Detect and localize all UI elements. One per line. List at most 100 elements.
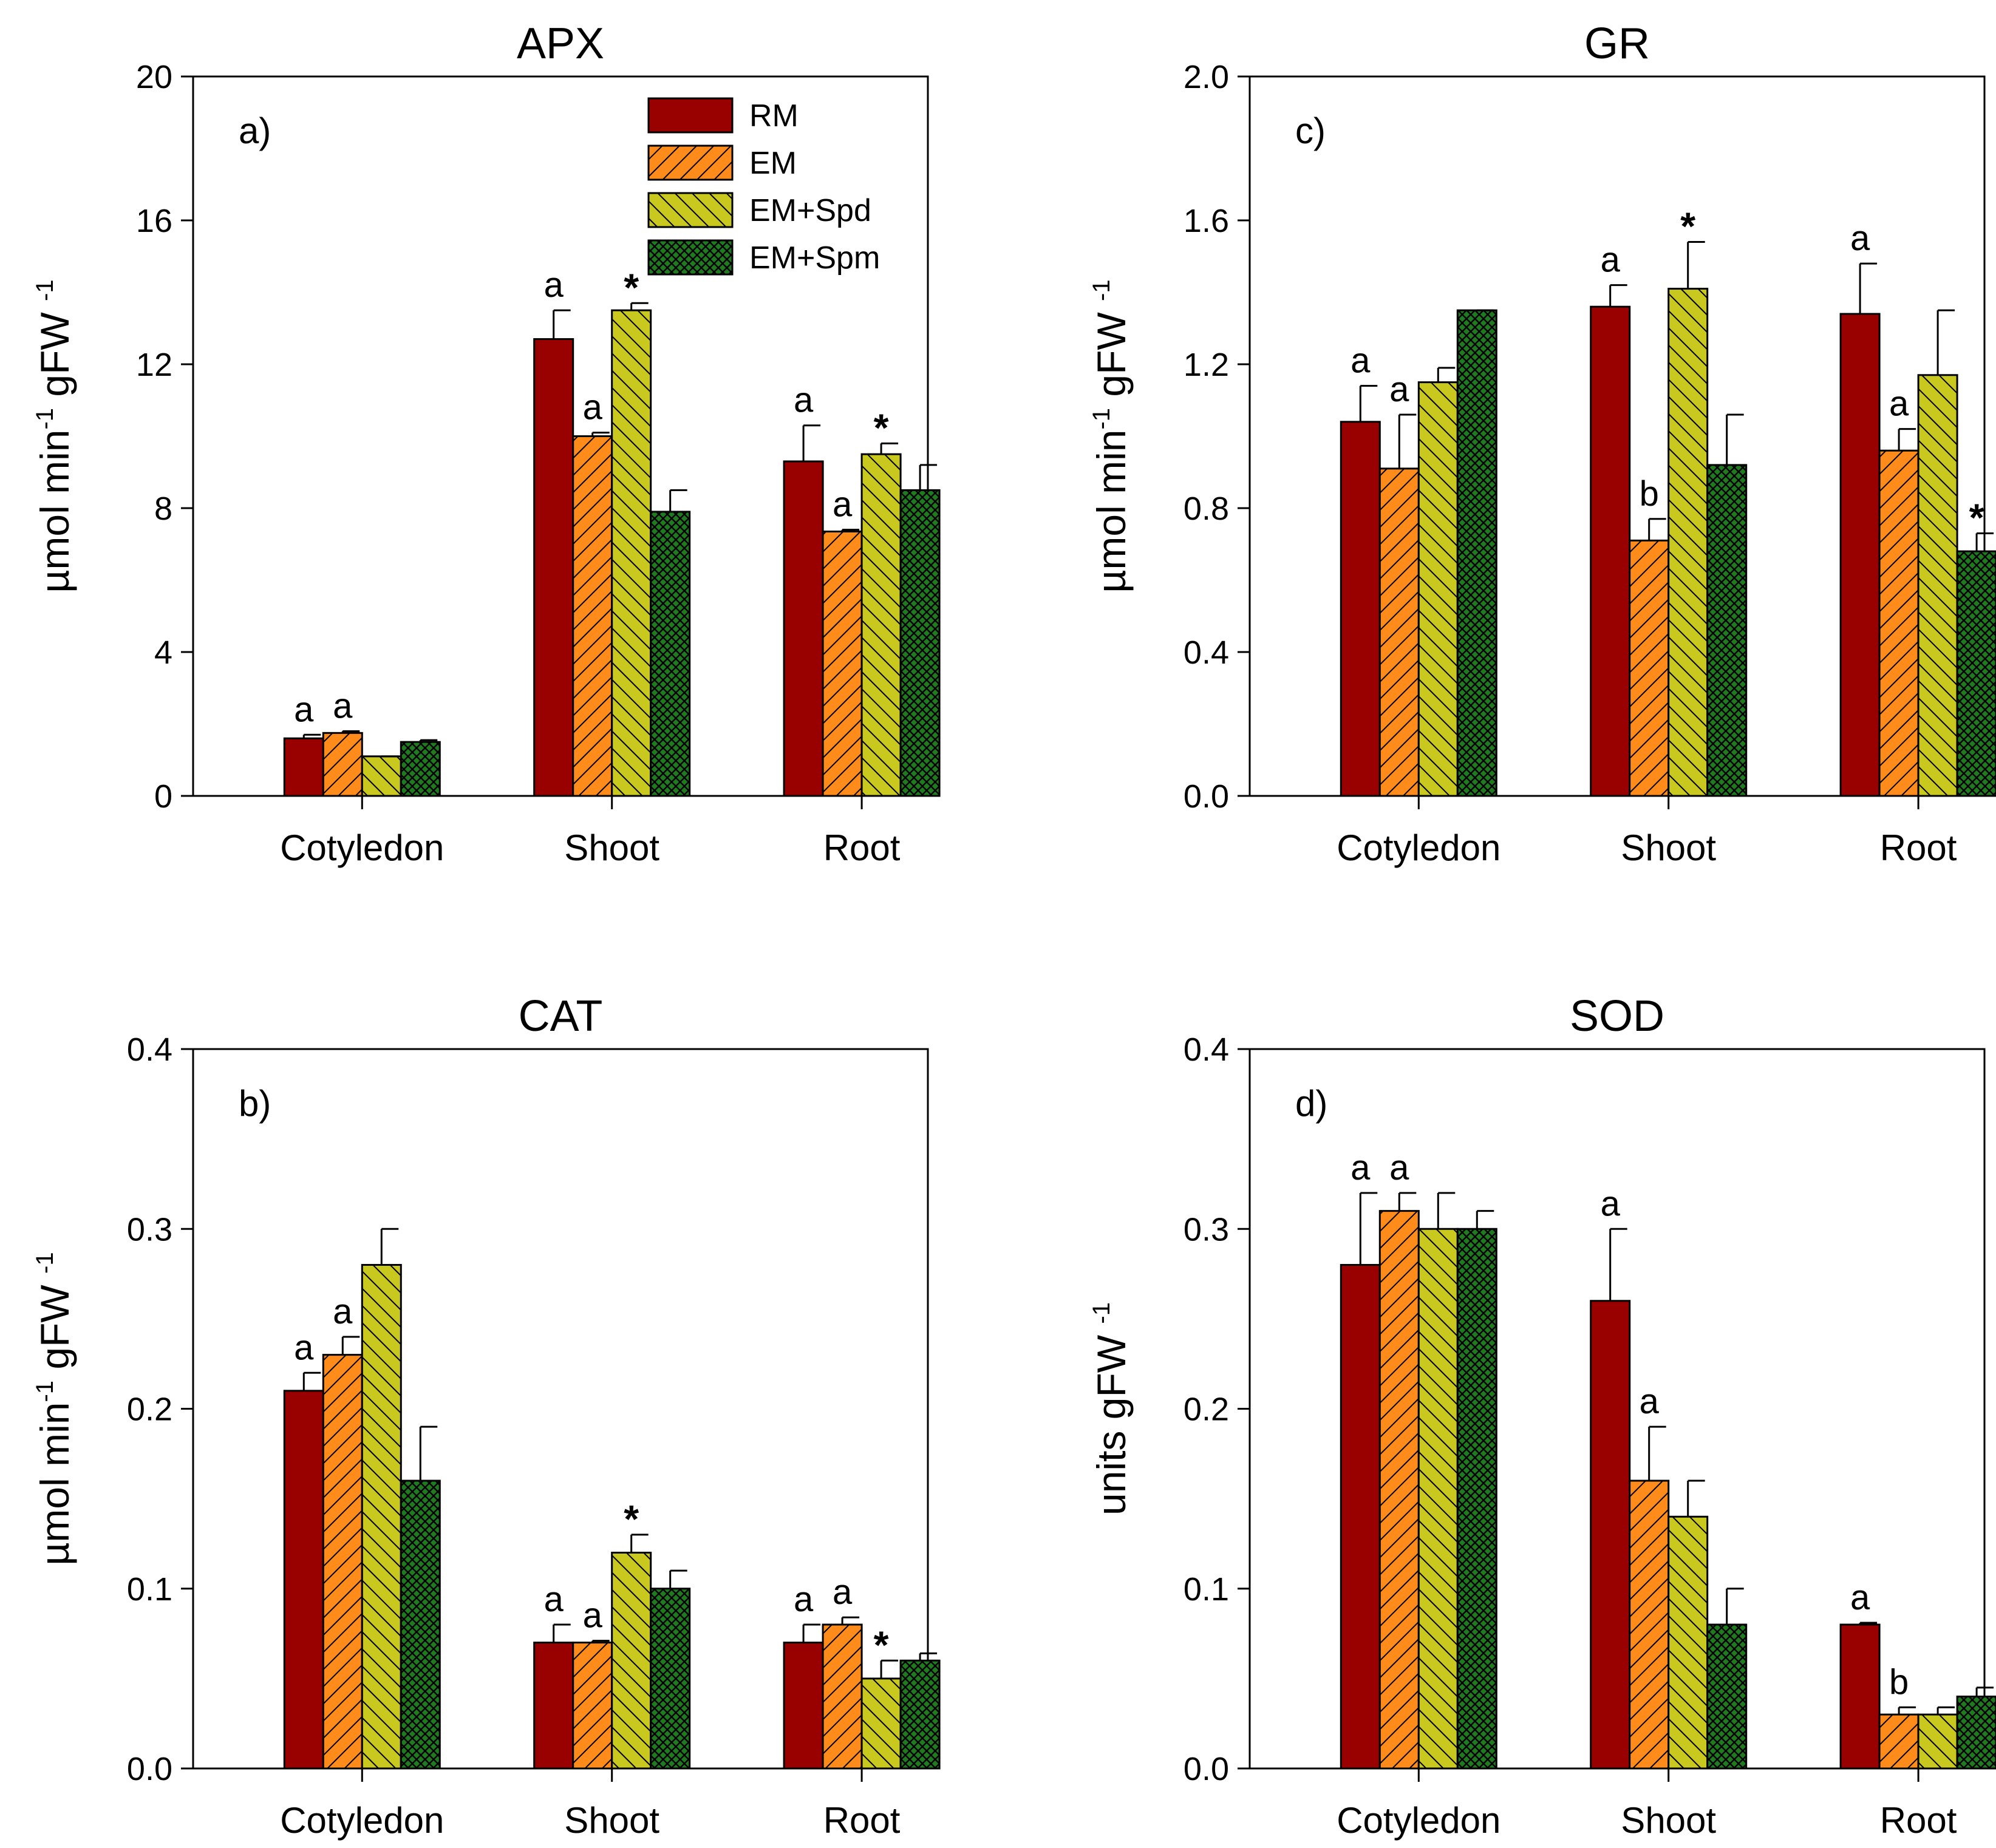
- y-label-text: gFW: [32, 1274, 77, 1381]
- x-tick-label: Root: [1880, 1800, 1957, 1841]
- significance-label: b: [1640, 474, 1659, 514]
- bar: [1629, 539, 1670, 797]
- significance-label: a: [794, 1580, 814, 1619]
- legend-label: RM: [749, 98, 799, 134]
- significance-label: a: [1351, 341, 1371, 381]
- legend-swatch: [647, 239, 734, 276]
- y-tick-label: 20: [136, 59, 172, 95]
- y-label-superscript: -1: [1088, 1302, 1115, 1324]
- significance-label: a: [333, 686, 353, 725]
- bar: [1917, 1713, 1958, 1770]
- bar: [1667, 1515, 1709, 1770]
- significance-label: *: [1969, 495, 1984, 539]
- x-tick-label: Root: [1880, 827, 1957, 868]
- bar: [533, 1642, 574, 1770]
- bar: [1378, 1210, 1420, 1770]
- bar: [899, 489, 941, 797]
- y-tick-label: 0.3: [127, 1211, 172, 1248]
- x-tick-label: Cotyledon: [280, 1800, 444, 1841]
- bar: [860, 1677, 902, 1770]
- y-label-superscript: -1: [32, 408, 58, 430]
- x-tick-label: Shoot: [1621, 1800, 1716, 1841]
- bar: [1706, 464, 1748, 797]
- bar: [899, 1659, 941, 1770]
- y-label-text: units gFW: [1089, 1324, 1134, 1515]
- bar: [283, 737, 324, 797]
- bar: [611, 309, 652, 797]
- y-label-superscript: -1: [32, 1252, 58, 1274]
- chart-title: APX: [517, 19, 604, 68]
- significance-label: *: [624, 1497, 639, 1541]
- significance-label: a: [294, 690, 314, 729]
- chart-title: SOD: [1570, 992, 1664, 1041]
- bar: [1917, 374, 1958, 797]
- significance-label: a: [583, 1596, 603, 1636]
- y-label-text: µmol min: [1089, 430, 1134, 593]
- y-tick-label: 0.1: [127, 1571, 172, 1608]
- legend-label: EM: [749, 146, 797, 181]
- bar: [1456, 309, 1497, 797]
- x-tick-label: Root: [823, 1800, 901, 1841]
- bar: [1667, 288, 1709, 797]
- significance-label: *: [1680, 205, 1695, 248]
- legend-swatch: [647, 97, 734, 134]
- significance-label: a: [833, 485, 853, 525]
- bar: [1340, 1264, 1381, 1770]
- chart-title: GR: [1584, 19, 1650, 68]
- y-tick-label: 0: [154, 778, 172, 815]
- y-label-text: µmol min: [32, 430, 77, 593]
- significance-label: a: [1389, 370, 1409, 409]
- bar: [1590, 305, 1631, 797]
- bar: [322, 1354, 363, 1770]
- y-label-text: gFW: [1089, 301, 1134, 408]
- y-tick-label: 0.2: [127, 1391, 172, 1428]
- bar: [860, 453, 902, 797]
- chart-title: CAT: [519, 992, 603, 1041]
- bar: [283, 1390, 324, 1770]
- y-label-superscript: -1: [32, 279, 58, 301]
- y-label-superscript: -1: [32, 1381, 58, 1402]
- significance-label: a: [544, 265, 564, 305]
- y-tick-label: 2.0: [1184, 59, 1229, 95]
- bar: [822, 1623, 863, 1770]
- bar: [783, 460, 824, 797]
- significance-label: a: [1601, 240, 1621, 280]
- significance-label: a: [1850, 1578, 1870, 1617]
- y-tick-label: 0.4: [1184, 1031, 1229, 1068]
- y-axis-label: units gFW -1: [1088, 1302, 1134, 1515]
- x-tick-label: Shoot: [564, 1800, 659, 1841]
- y-label-superscript: -1: [1088, 279, 1115, 301]
- bar: [650, 511, 691, 797]
- bar: [1878, 449, 1919, 797]
- y-label-text: gFW: [32, 301, 77, 408]
- legend: RM EM EM+Spd EM+Spm: [647, 97, 880, 276]
- bar: [1706, 1623, 1748, 1770]
- bar: [400, 741, 441, 797]
- significance-label: a: [544, 1580, 564, 1619]
- bar: [1417, 381, 1459, 797]
- x-tick-label: Cotyledon: [1337, 1800, 1500, 1841]
- bar: [1956, 1696, 1996, 1770]
- y-tick-label: 1.2: [1184, 347, 1229, 383]
- bar: [822, 531, 863, 797]
- legend-label: EM+Spd: [749, 193, 871, 228]
- y-tick-label: 0.3: [1184, 1211, 1229, 1248]
- y-tick-label: 0.0: [127, 1751, 172, 1787]
- significance-label: a: [833, 1572, 853, 1612]
- bar: [1839, 313, 1881, 797]
- significance-label: a: [1601, 1184, 1621, 1223]
- panel-label: a): [239, 110, 271, 151]
- significance-label: a: [1389, 1148, 1409, 1187]
- y-tick-label: 0.4: [1184, 634, 1229, 671]
- bar: [361, 1264, 402, 1770]
- significance-label: a: [1351, 1148, 1371, 1187]
- bar: [1590, 1300, 1631, 1770]
- y-axis-label: µmol min-1 gFW -1: [32, 279, 77, 593]
- panel-label: d): [1295, 1083, 1327, 1124]
- y-tick-label: 1.6: [1184, 203, 1229, 239]
- legend-label: EM+Spm: [749, 240, 880, 276]
- y-tick-label: 0.0: [1184, 1751, 1229, 1787]
